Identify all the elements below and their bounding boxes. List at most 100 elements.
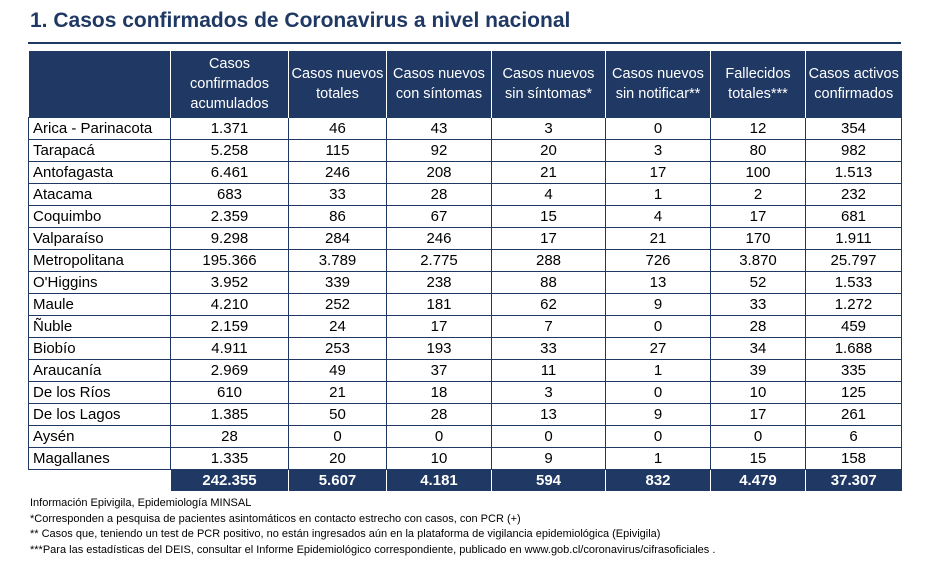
value-cell: 18 <box>386 381 492 404</box>
region-name-cell: Aysén <box>28 425 171 448</box>
header-new-symptomatic: Casos nuevos con síntomas <box>386 51 492 118</box>
footnote-deis: ***Para las estadísticas del DEIS, consu… <box>30 543 716 556</box>
header-deaths-total: Fallecidos totales*** <box>710 51 806 118</box>
region-name-cell: Araucanía <box>28 359 171 382</box>
value-cell: 17 <box>710 205 806 228</box>
table-body: Arica - Parinacota 1.371 46 43 3 0 12 354 Tarapa… <box>28 117 902 470</box>
value-cell: 37 <box>386 359 492 382</box>
totals-cell: 37.307 <box>805 469 902 491</box>
footnote-source: Información Epivigila, Epidemiología MIN… <box>30 497 252 509</box>
value-cell: 49 <box>288 359 387 382</box>
value-cell: 4.210 <box>170 293 289 316</box>
value-cell: 0 <box>710 425 806 448</box>
value-cell: 3.952 <box>170 271 289 294</box>
value-cell: 0 <box>605 315 711 338</box>
value-cell: 12 <box>710 117 806 140</box>
table-row: Metropolitana 195.366 3.789 2.775 288 726 3.87… <box>28 249 902 272</box>
value-cell: 1.513 <box>805 161 902 184</box>
totals-cell: 832 <box>605 469 711 491</box>
table-row: O'Higgins 3.952 339 238 88 13 52 1.533 <box>28 271 902 294</box>
region-name-cell: Metropolitana <box>28 249 171 272</box>
value-cell: 3 <box>605 139 711 162</box>
value-cell: 253 <box>288 337 387 360</box>
value-cell: 2.359 <box>170 205 289 228</box>
region-name-cell: Antofagasta <box>28 161 171 184</box>
value-cell: 34 <box>710 337 806 360</box>
value-cell: 0 <box>386 425 492 448</box>
value-cell: 1 <box>605 359 711 382</box>
value-cell: 1.272 <box>805 293 902 316</box>
value-cell: 1.911 <box>805 227 902 250</box>
totals-cell: 4.479 <box>710 469 806 491</box>
value-cell: 9 <box>605 403 711 426</box>
table-header-row: Casos confirmados acumulados Casos nuevo… <box>28 51 902 118</box>
value-cell: 43 <box>386 117 492 140</box>
value-cell: 339 <box>288 271 387 294</box>
region-name-cell: Arica - Parinacota <box>28 117 171 140</box>
table-row: Magallanes 1.335 20 10 9 1 15 158 <box>28 447 902 470</box>
value-cell: 681 <box>805 205 902 228</box>
value-cell: 208 <box>386 161 492 184</box>
value-cell: 246 <box>288 161 387 184</box>
table-row: Antofagasta 6.461 246 208 21 17 100 1.513 <box>28 161 902 184</box>
value-cell: 354 <box>805 117 902 140</box>
table-row: Araucanía 2.969 49 37 11 1 39 335 <box>28 359 902 382</box>
value-cell: 9 <box>491 447 606 470</box>
table-row: Tarapacá 5.258 115 92 20 3 80 982 <box>28 139 902 162</box>
value-cell: 80 <box>710 139 806 162</box>
value-cell: 28 <box>386 403 492 426</box>
value-cell: 28 <box>386 183 492 206</box>
table-row: De los Lagos 1.385 50 28 13 9 17 261 <box>28 403 902 426</box>
value-cell: 17 <box>491 227 606 250</box>
value-cell: 232 <box>805 183 902 206</box>
value-cell: 252 <box>288 293 387 316</box>
table-row: Ñuble 2.159 24 17 7 0 28 459 <box>28 315 902 338</box>
table-row: Atacama 683 33 28 4 1 2 232 <box>28 183 902 206</box>
value-cell: 46 <box>288 117 387 140</box>
value-cell: 28 <box>710 315 806 338</box>
footnote-unreported: ** Casos que, teniendo un test de PCR po… <box>30 528 661 540</box>
value-cell: 288 <box>491 249 606 272</box>
value-cell: 3 <box>491 381 606 404</box>
region-name-cell: Biobío <box>28 337 171 360</box>
value-cell: 1.688 <box>805 337 902 360</box>
header-new-unreported: Casos nuevos sin notificar** <box>605 51 711 118</box>
value-cell: 17 <box>605 161 711 184</box>
value-cell: 25.797 <box>805 249 902 272</box>
value-cell: 100 <box>710 161 806 184</box>
footnote-asymptomatic: *Corresponden a pesquisa de pacientes as… <box>30 512 521 525</box>
value-cell: 181 <box>386 293 492 316</box>
value-cell: 6 <box>805 425 902 448</box>
totals-cell: 4.181 <box>386 469 492 491</box>
value-cell: 10 <box>710 381 806 404</box>
value-cell: 52 <box>710 271 806 294</box>
value-cell: 20 <box>288 447 387 470</box>
value-cell: 62 <box>491 293 606 316</box>
value-cell: 39 <box>710 359 806 382</box>
totals-cell: 5.607 <box>288 469 387 491</box>
value-cell: 0 <box>288 425 387 448</box>
value-cell: 3.870 <box>710 249 806 272</box>
value-cell: 6.461 <box>170 161 289 184</box>
value-cell: 2.969 <box>170 359 289 382</box>
value-cell: 1.371 <box>170 117 289 140</box>
value-cell: 982 <box>805 139 902 162</box>
value-cell: 11 <box>491 359 606 382</box>
value-cell: 459 <box>805 315 902 338</box>
value-cell: 3 <box>491 117 606 140</box>
value-cell: 9.298 <box>170 227 289 250</box>
value-cell: 726 <box>605 249 711 272</box>
value-cell: 27 <box>605 337 711 360</box>
table-row: Maule 4.210 252 181 62 9 33 1.272 <box>28 293 902 316</box>
table-row: Biobío 4.911 253 193 33 27 34 1.688 <box>28 337 902 360</box>
table-row: Coquimbo 2.359 86 67 15 4 17 681 <box>28 205 902 228</box>
value-cell: 21 <box>491 161 606 184</box>
value-cell: 92 <box>386 139 492 162</box>
value-cell: 158 <box>805 447 902 470</box>
title-underline <box>28 42 901 44</box>
totals-row: 242.355 5.607 4.181 594 832 4.479 37.307 <box>28 469 902 491</box>
value-cell: 13 <box>605 271 711 294</box>
value-cell: 1.335 <box>170 447 289 470</box>
table-row: Valparaíso 9.298 284 246 17 21 170 1.911 <box>28 227 902 250</box>
region-name-cell: Atacama <box>28 183 171 206</box>
